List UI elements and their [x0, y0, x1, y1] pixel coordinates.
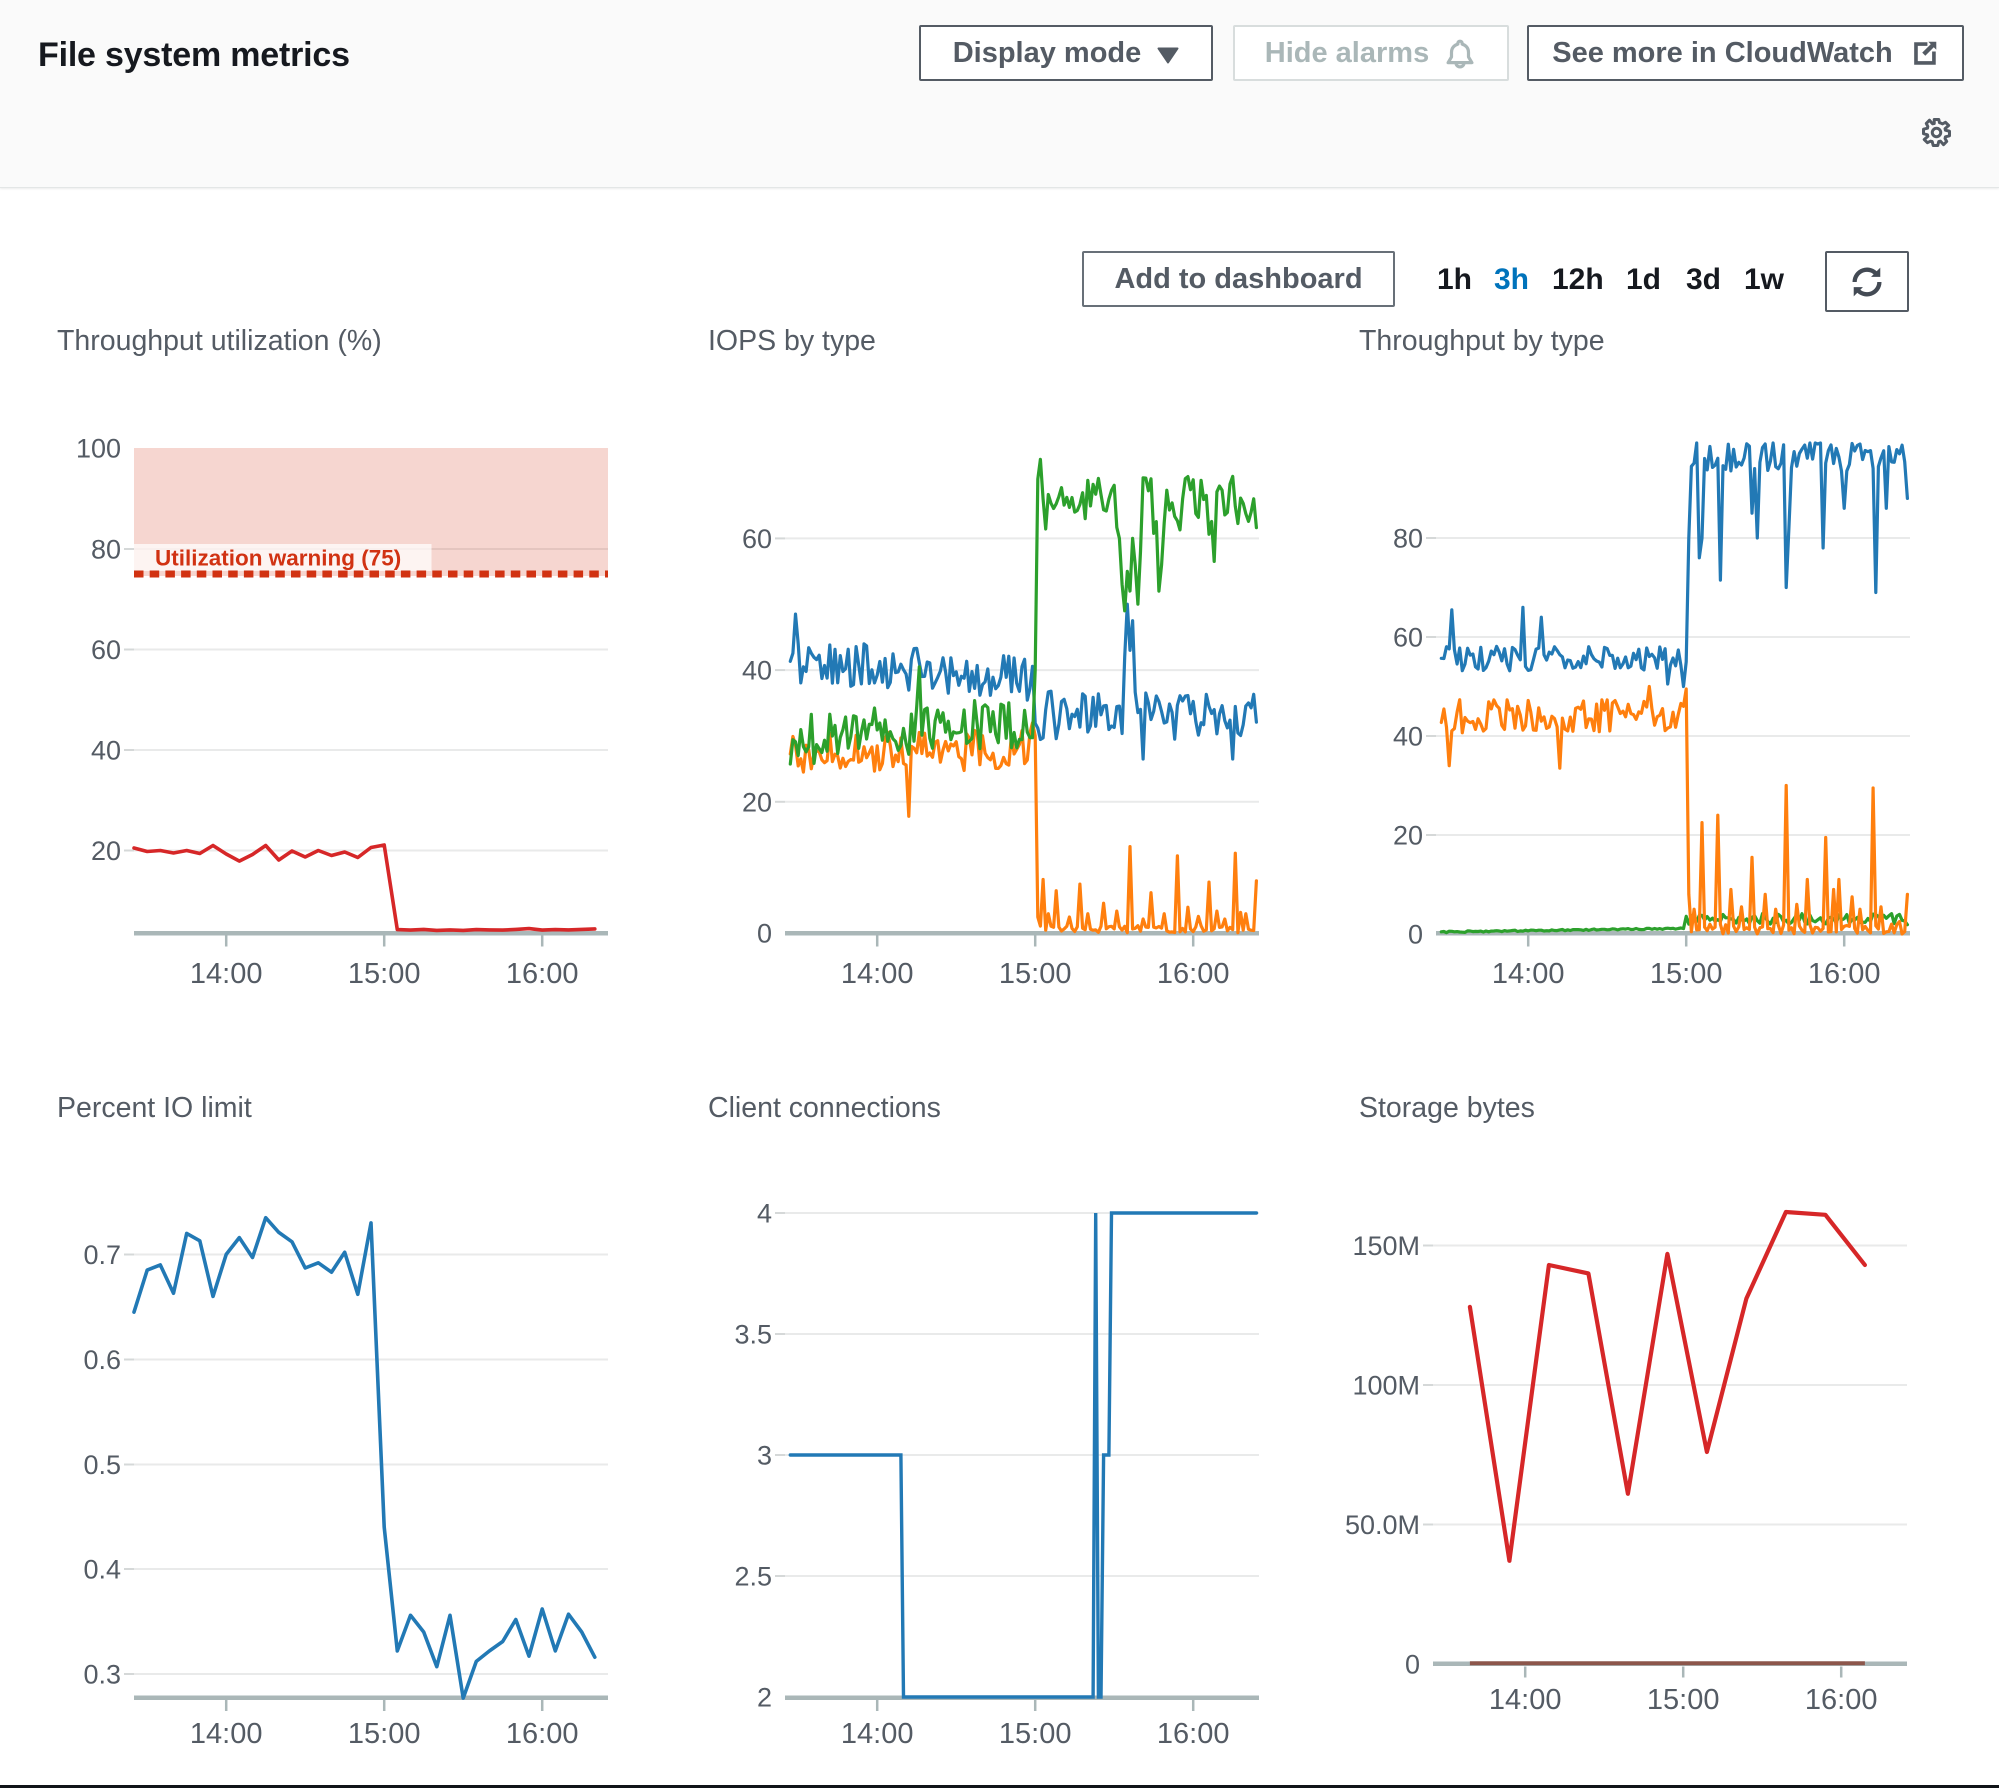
svg-text:80: 80: [1393, 524, 1423, 554]
svg-text:60: 60: [91, 635, 121, 665]
svg-text:14:00: 14:00: [841, 1718, 914, 1750]
svg-text:0: 0: [1405, 1650, 1420, 1680]
svg-text:16:00: 16:00: [1805, 1684, 1878, 1716]
svg-text:4: 4: [757, 1199, 772, 1229]
svg-text:14:00: 14:00: [1489, 1684, 1562, 1716]
svg-text:15:00: 15:00: [1647, 1684, 1720, 1716]
svg-text:16:00: 16:00: [1808, 958, 1881, 990]
svg-text:15:00: 15:00: [348, 1718, 421, 1750]
svg-text:Storage bytes: Storage bytes: [1359, 1092, 1535, 1124]
svg-text:20: 20: [742, 787, 772, 817]
svg-text:50.0M: 50.0M: [1345, 1510, 1420, 1540]
svg-text:16:00: 16:00: [506, 1718, 579, 1750]
svg-text:Throughput utilization (%): Throughput utilization (%): [57, 325, 382, 357]
svg-text:60: 60: [742, 524, 772, 554]
svg-text:Client connections: Client connections: [708, 1092, 941, 1124]
svg-text:14:00: 14:00: [841, 958, 914, 990]
svg-text:IOPS by type: IOPS by type: [708, 325, 876, 357]
svg-text:15:00: 15:00: [348, 958, 421, 990]
svg-text:16:00: 16:00: [1157, 958, 1230, 990]
svg-text:0.3: 0.3: [83, 1660, 121, 1690]
svg-text:15:00: 15:00: [999, 958, 1072, 990]
svg-text:0: 0: [1408, 920, 1423, 950]
svg-text:14:00: 14:00: [190, 958, 263, 990]
svg-text:3: 3: [757, 1441, 772, 1471]
svg-text:40: 40: [91, 736, 121, 766]
svg-text:100: 100: [76, 434, 121, 464]
svg-text:0.6: 0.6: [83, 1345, 121, 1375]
svg-text:Percent IO limit: Percent IO limit: [57, 1092, 252, 1124]
svg-text:0.4: 0.4: [83, 1555, 121, 1585]
svg-text:20: 20: [1393, 821, 1423, 851]
svg-text:150M: 150M: [1352, 1231, 1420, 1261]
svg-text:16:00: 16:00: [506, 958, 579, 990]
svg-text:14:00: 14:00: [1492, 958, 1565, 990]
svg-text:40: 40: [742, 656, 772, 686]
svg-text:14:00: 14:00: [190, 1718, 263, 1750]
svg-text:40: 40: [1393, 722, 1423, 752]
svg-text:80: 80: [91, 535, 121, 565]
svg-text:16:00: 16:00: [1157, 1718, 1230, 1750]
svg-text:0.7: 0.7: [83, 1240, 121, 1270]
svg-text:15:00: 15:00: [1650, 958, 1723, 990]
svg-text:3.5: 3.5: [734, 1320, 772, 1350]
svg-text:0.5: 0.5: [83, 1450, 121, 1480]
svg-text:100M: 100M: [1352, 1371, 1420, 1401]
svg-text:2: 2: [757, 1683, 772, 1713]
svg-text:15:00: 15:00: [999, 1718, 1072, 1750]
svg-text:2.5: 2.5: [734, 1562, 772, 1592]
svg-text:20: 20: [91, 836, 121, 866]
svg-text:0: 0: [757, 919, 772, 949]
svg-text:Utilization warning (75): Utilization warning (75): [155, 546, 401, 571]
svg-text:60: 60: [1393, 623, 1423, 653]
svg-text:Throughput by type: Throughput by type: [1359, 325, 1605, 357]
